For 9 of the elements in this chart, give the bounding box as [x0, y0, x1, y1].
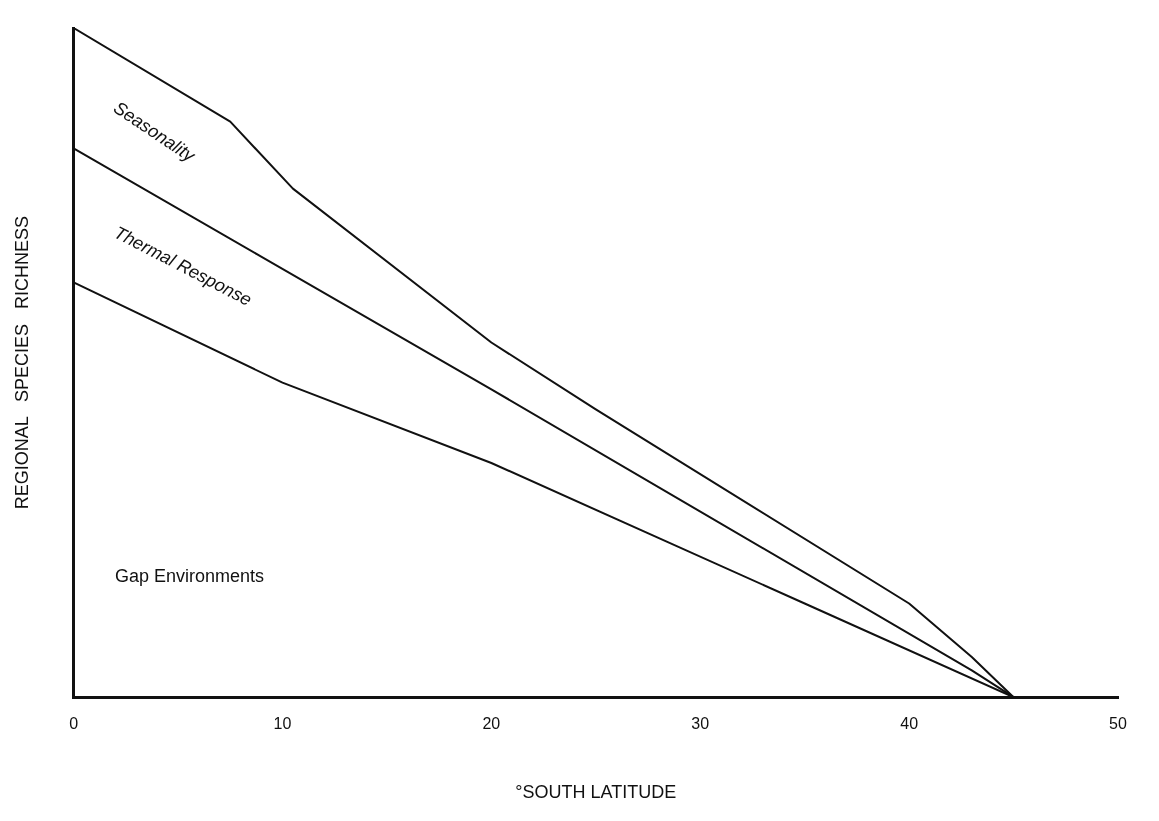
y-axis-title: REGIONAL SPECIES RICHNESS — [11, 215, 32, 510]
annotation: Gap Environments — [114, 566, 265, 587]
x-tick-label: 50 — [1109, 715, 1127, 733]
x-tick-label: 30 — [691, 715, 710, 733]
x-tick-label: 10 — [273, 715, 292, 733]
x-tick-label: 40 — [900, 715, 919, 733]
x-axis-title: °SOUTH LATITUDE — [515, 782, 677, 803]
x-tick-label: 0 — [69, 715, 79, 733]
x-tick-label: 20 — [482, 715, 501, 733]
